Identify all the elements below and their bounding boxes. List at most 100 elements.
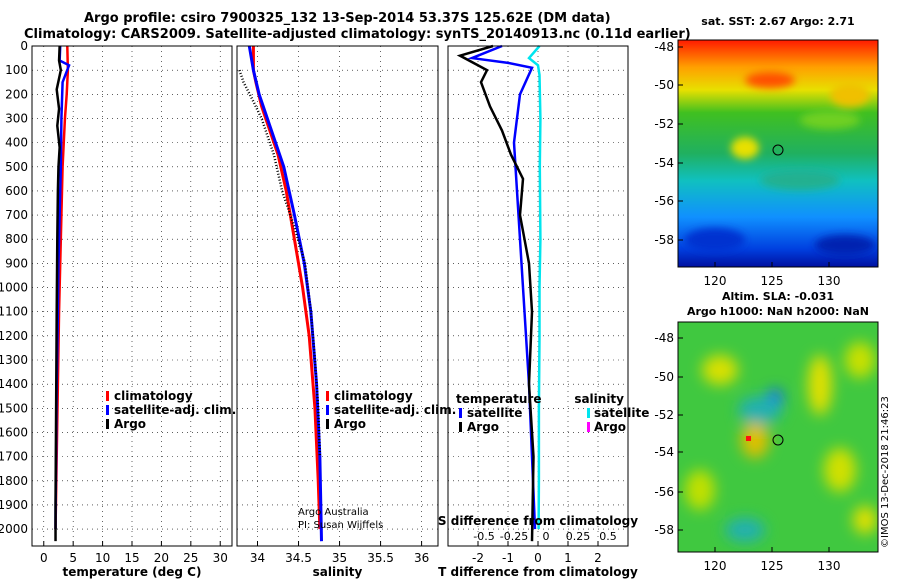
x2-tick-label: -0.5: [473, 530, 494, 543]
x-tick-label: 1: [564, 551, 572, 565]
legend-swatch: [587, 408, 590, 418]
y-tick-label: 800: [5, 232, 28, 246]
x-axis-label: salinity: [313, 565, 363, 579]
x-tick-label: 34: [250, 551, 265, 565]
map-x-tick-label: 125: [761, 274, 784, 288]
plot-title-line2: Climatology: CARS2009. Satellite-adjuste…: [24, 27, 691, 42]
x-tick-label: 10: [95, 551, 110, 565]
series-line-climatology: [251, 46, 322, 530]
credit-pi: PI: Susan Wijffels: [298, 520, 384, 531]
y-tick-label: 1400: [0, 377, 28, 391]
legend-swatch: [326, 405, 329, 415]
legend-label: satellite: [467, 406, 522, 420]
salinity-panel: 34 34.5 35 35.5 36 salinity climatologysatelli…: [236, 45, 456, 579]
y-tick-label: 1300: [0, 353, 28, 367]
x-tick-label: 15: [124, 551, 139, 565]
y-tick-label: 300: [5, 111, 28, 125]
map-title: Altim. SLA: -0.031: [722, 290, 834, 303]
legend-label: Argo: [114, 417, 146, 431]
map-y-tick-label: -48: [654, 331, 674, 345]
map-y-tick-label: -52: [654, 408, 674, 422]
map-y-tick-label: -52: [654, 117, 674, 131]
y-tick-label: 700: [5, 208, 28, 222]
x-tick-label: 30: [213, 551, 228, 565]
map-y-tick-label: -58: [654, 523, 674, 537]
x-tick-label: -1: [502, 551, 514, 565]
series-line-argo: [238, 69, 322, 457]
y-tick-label: 1100: [0, 305, 28, 319]
x-tick-label: 0: [40, 551, 48, 565]
argo-location-marker: [772, 144, 784, 156]
x-tick-label: 25: [183, 551, 198, 565]
map-subtitle: Argo h1000: NaN h2000: NaN: [687, 305, 869, 318]
legend-swatch: [106, 405, 109, 415]
legend-label: climatology: [334, 389, 413, 403]
x-tick-label: -2: [472, 551, 484, 565]
map-y-tick-label: -58: [654, 233, 674, 247]
map-x-tick-label: 125: [761, 559, 784, 573]
difference-panel: -2 -1 0 1 2T difference from climatology temp…: [438, 44, 649, 579]
y-tick-label: 0: [20, 39, 28, 53]
y-tick-label: 1000: [0, 281, 28, 295]
x2-tick-label: 0.5: [599, 530, 617, 543]
x-tick-label: 34.5: [285, 551, 312, 565]
legend-swatch: [459, 422, 462, 432]
map-x-tick-label: 130: [818, 559, 841, 573]
map-y-tick-label: -56: [654, 194, 674, 208]
y-tick-label: 200: [5, 87, 28, 101]
x-tick-label: 36: [414, 551, 429, 565]
y-tick-label: 1200: [0, 329, 28, 343]
x-tick-label: 0: [534, 551, 542, 565]
x-tick-label: 35.5: [367, 551, 394, 565]
map-y-tick-label: -54: [654, 156, 674, 170]
legend-swatch: [106, 391, 109, 401]
sla-map: Altim. SLA: -0.031 Argo h1000: NaN h2000:…: [654, 290, 879, 573]
y-tick-label: 600: [5, 184, 28, 198]
x-tick-label: 5: [69, 551, 77, 565]
legend-label: Argo: [594, 420, 626, 434]
map-y-tick-label: -54: [654, 445, 674, 459]
series-line-satellite-s: [527, 45, 542, 530]
map-x-tick-label: 130: [818, 274, 841, 288]
x2-tick-label: 0.25: [566, 530, 591, 543]
legend-swatch: [459, 408, 462, 418]
y-tick-label: 1800: [0, 474, 28, 488]
legend-label: satellite: [594, 406, 649, 420]
series-line-argo: [54, 45, 63, 542]
x2-tick-label: -0.25: [500, 530, 528, 543]
y-tick-label: 1500: [0, 401, 28, 415]
y-tick-label: 1900: [0, 498, 28, 512]
legend-label: satellite-adj. clim.: [114, 403, 236, 417]
y-tick-label: 900: [5, 256, 28, 270]
y-tick-label: 1600: [0, 425, 28, 439]
map-y-tick-label: -50: [654, 78, 674, 92]
x2-tick-label: 0: [543, 530, 550, 543]
legend-swatch: [326, 419, 329, 429]
x-axis-label-secondary: S difference from climatology: [438, 514, 638, 528]
temperature-panel: 0 5 10 15 20 25 30 temperature (deg C) 0 100 200 30…: [0, 39, 236, 579]
map-x-tick-label: 120: [704, 274, 727, 288]
credit-imos: ©IMOS 13-Dec-2018 21:46:23: [880, 396, 891, 548]
legend-label: climatology: [114, 389, 193, 403]
legend-label: satellite-adj. clim.: [334, 403, 456, 417]
y-tick-label: 400: [5, 136, 28, 150]
argo-location-marker-sla: [772, 434, 784, 446]
y-tick-label: 1700: [0, 450, 28, 464]
legend-title-salinity: salinity: [574, 392, 624, 406]
sst-map: sat. SST: 2.67 Argo: 2.71 120 125 130 -48 -50…: [654, 15, 879, 288]
map-x-tick-label: 120: [704, 559, 727, 573]
x-tick-label: 2: [594, 551, 602, 565]
y-tick-label: 2000: [0, 522, 28, 536]
legend-title-temperature: temperature: [456, 392, 541, 406]
x-tick-label: 20: [154, 551, 169, 565]
map-y-tick-label: -48: [654, 40, 674, 54]
credit-argo-australia: Argo Australia: [298, 507, 369, 518]
x-axis-label: temperature (deg C): [63, 565, 202, 579]
legend-swatch: [326, 391, 329, 401]
legend-swatch: [106, 419, 109, 429]
series-line-satellite-adj-clim-: [247, 45, 324, 542]
map-y-tick-label: -50: [654, 370, 674, 384]
y-tick-label: 500: [5, 160, 28, 174]
series-line-argo-t: [456, 44, 535, 542]
